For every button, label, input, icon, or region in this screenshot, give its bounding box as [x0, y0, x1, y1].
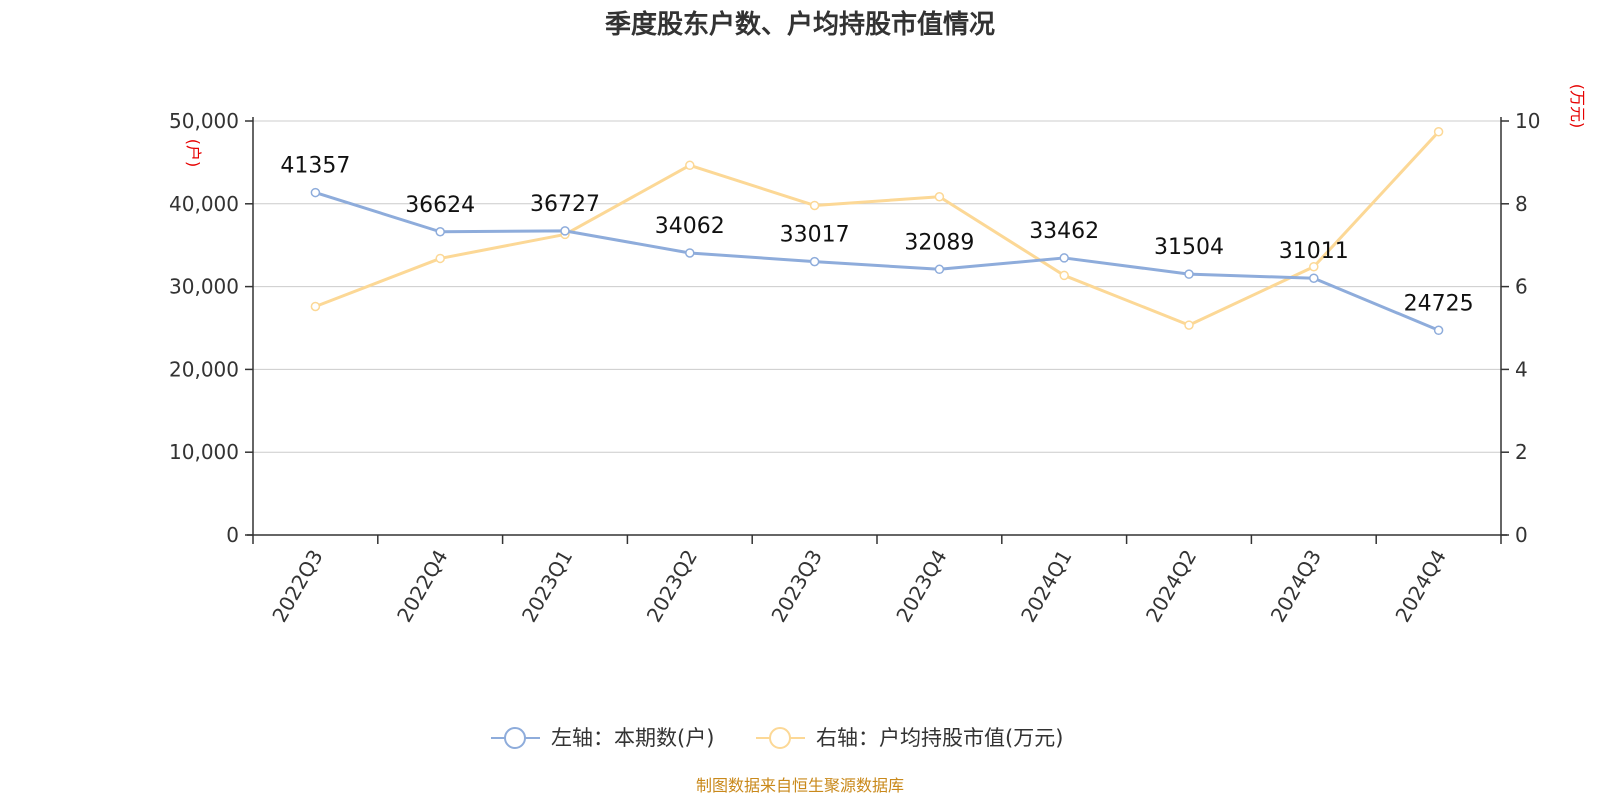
- legend: 左轴：本期数(户) 右轴：户均持股市值(万元): [491, 726, 1063, 750]
- x-tick-label: 2022Q3: [267, 546, 327, 627]
- data-point-households: [1184, 269, 1194, 279]
- left-axis-unit: (户): [184, 139, 203, 168]
- axes: 0 0 10,000 2 20,000 4 30,000 6 40,000 8 50,000 10 20…: [169, 109, 1540, 626]
- legend-marker-households: [504, 727, 526, 749]
- source-note: 制图数据来自恒生聚源数据库: [696, 776, 904, 795]
- x-tick-label: 2024Q3: [1266, 546, 1326, 627]
- legend-marker-market-value: [769, 727, 791, 749]
- legend-item-market-value[interactable]: 右轴：户均持股市值(万元): [756, 726, 1063, 750]
- data-label: 36727: [530, 192, 600, 217]
- data-point-market-value: [809, 200, 820, 211]
- data-point-market-value: [1433, 127, 1444, 137]
- data-point-market-value: [934, 192, 945, 202]
- left-tick-label: 50,000: [169, 109, 239, 133]
- series-line-households: [314, 191, 1440, 332]
- left-tick-label: 40,000: [169, 192, 239, 216]
- right-tick-label: 10: [1515, 109, 1540, 133]
- data-point-market-value: [1059, 270, 1069, 281]
- right-tick-label: 8: [1515, 192, 1528, 216]
- series-layer: [310, 127, 1444, 336]
- left-tick-label: 10,000: [169, 440, 239, 464]
- data-label: 31504: [1154, 235, 1224, 260]
- data-point-households: [934, 264, 945, 275]
- data-point-households: [310, 187, 321, 198]
- x-tick-label: 2024Q4: [1390, 546, 1450, 627]
- data-label: 41357: [280, 154, 350, 179]
- left-tick-label: 20,000: [169, 357, 239, 381]
- grid-lines: [253, 120, 1501, 453]
- data-label: 31011: [1279, 239, 1349, 264]
- legend-label-households: 左轴：本期数(户): [551, 726, 714, 750]
- data-point-market-value: [1309, 261, 1319, 272]
- right-tick-label: 0: [1515, 523, 1528, 547]
- data-label: 33017: [780, 223, 850, 248]
- data-label: 36624: [405, 193, 475, 218]
- legend-label-market-value: 右轴：户均持股市值(万元): [816, 726, 1063, 750]
- x-tick-label: 2023Q3: [766, 546, 826, 627]
- data-point-households: [1059, 253, 1069, 263]
- left-tick-label: 30,000: [169, 275, 239, 299]
- data-point-households: [685, 248, 695, 258]
- data-point-households: [1309, 273, 1319, 283]
- chart-title: 季度股东户数、户均持股市值情况: [605, 9, 995, 40]
- x-tick-label: 2024Q1: [1016, 546, 1076, 627]
- data-label: 32089: [904, 230, 974, 255]
- data-point-market-value: [435, 253, 445, 264]
- x-tick-label: 2023Q1: [517, 546, 577, 627]
- x-tick-label: 2023Q4: [891, 546, 951, 627]
- data-label: 34062: [655, 214, 725, 239]
- x-tick-label: 2024Q2: [1141, 546, 1201, 627]
- data-labels: 41357 36624 36727 34062 33017 32089 33462 31504…: [280, 154, 1473, 317]
- x-tick-label: 2022Q4: [392, 546, 452, 627]
- right-axis-unit: (万元): [1568, 84, 1587, 129]
- data-label: 24725: [1404, 291, 1474, 316]
- data-point-market-value: [310, 301, 321, 312]
- x-tick-label: 2023Q2: [642, 546, 702, 627]
- data-point-households: [1433, 325, 1444, 336]
- right-tick-label: 6: [1515, 275, 1528, 299]
- right-tick-label: 4: [1515, 357, 1528, 381]
- data-point-market-value: [1184, 320, 1194, 330]
- series-line-market-value: [314, 130, 1440, 327]
- data-point-households: [809, 256, 820, 267]
- data-point-households: [560, 226, 570, 236]
- data-point-households: [435, 227, 445, 237]
- data-point-market-value: [685, 160, 695, 171]
- right-tick-label: 2: [1515, 440, 1528, 464]
- left-tick-label: 0: [226, 523, 239, 547]
- data-label: 33462: [1029, 219, 1099, 244]
- legend-item-households[interactable]: 左轴：本期数(户): [491, 726, 714, 750]
